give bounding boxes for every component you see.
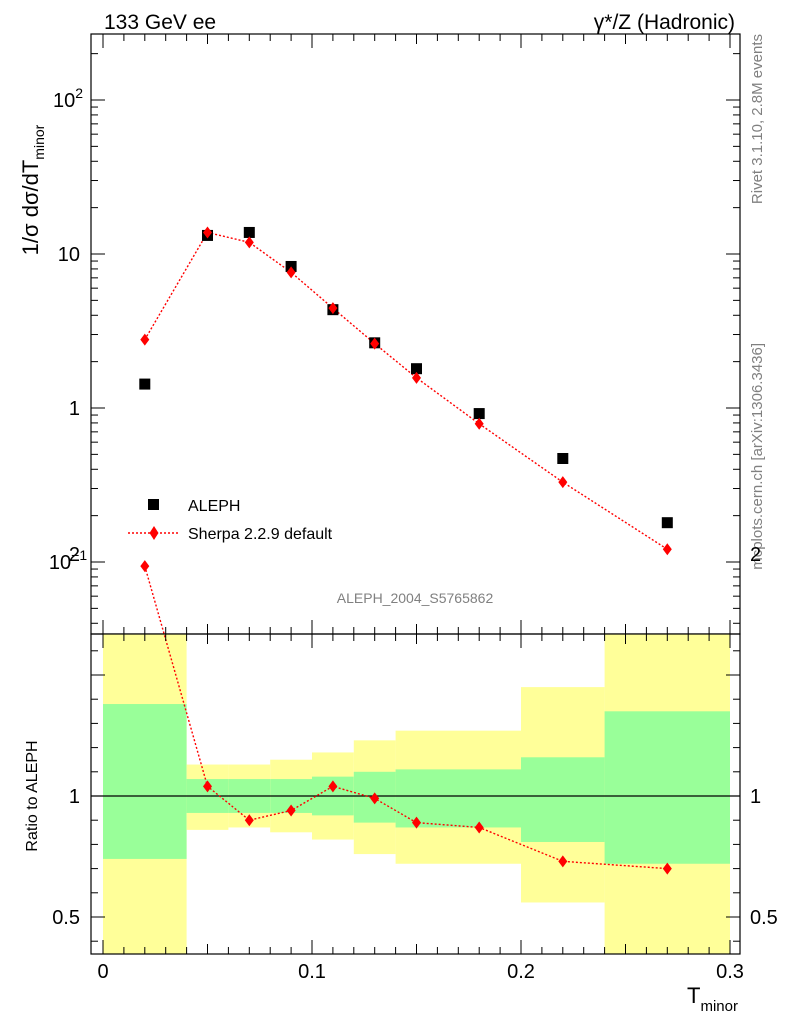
- sherpa-point-1: [203, 226, 212, 239]
- main-y-tick-label-3: 102: [53, 85, 83, 112]
- main-y-axis-title: 1/σ dσ/dTminor: [18, 124, 47, 255]
- ratio-panel-ticks: [91, 634, 740, 954]
- ratio-sherpa-point-2: [244, 814, 254, 827]
- x-tick-label-0: 0: [97, 961, 108, 983]
- mcplots-label: mcplots.cern.ch [arXiv:1306.3436]: [749, 343, 766, 570]
- band-inner-6: [395, 769, 521, 828]
- sherpa-point-9: [662, 543, 672, 556]
- ratio-sherpa-point-1: [203, 780, 212, 793]
- main-y-tick-label-2: 10: [58, 244, 80, 266]
- ratio-y-tick-label-left-1: 1: [69, 786, 80, 808]
- legend-marker-aleph: [148, 499, 159, 510]
- sherpa-point-3: [286, 266, 296, 279]
- band-inner-7: [521, 757, 605, 842]
- sherpa-point-6: [412, 371, 421, 384]
- main-panel-frame: [90, 33, 741, 635]
- ratio-y-tick-label-right-1: 1: [750, 786, 761, 808]
- legend-label-aleph: ALEPH: [188, 498, 240, 515]
- legend: ALEPH Sherpa 2.2.9 default: [128, 498, 333, 543]
- sherpa-point-7: [474, 417, 484, 430]
- rivet-label: Rivet 3.1.10, 2.8M events: [749, 34, 766, 204]
- main-panel-series: [139, 226, 673, 556]
- sherpa-point-8: [558, 476, 568, 489]
- legend-marker-sherpa: [149, 526, 159, 540]
- ratio-y-tick-label-left-0: 0.5: [52, 907, 80, 929]
- x-tick-label-1: 0.1: [298, 961, 326, 983]
- sherpa-point-0: [140, 333, 150, 346]
- aleph-point-9: [661, 517, 673, 529]
- ratio-y-tick-label-right-0: 0.5: [750, 907, 778, 929]
- ratio-sherpa-point-7: [474, 821, 484, 834]
- ratio-sherpa-point-8: [558, 855, 568, 868]
- main-y-axis-title-text: 1/σ dσ/dTminor: [18, 124, 47, 255]
- aleph-point-7: [473, 408, 485, 420]
- sherpa-line: [144, 231, 668, 550]
- x-axis-title: Tminor: [687, 983, 738, 1015]
- band-inner-0: [103, 704, 187, 859]
- ratio-panel-series: [140, 560, 672, 875]
- legend-label-sherpa: Sherpa 2.2.9 default: [188, 526, 333, 543]
- ratio-sherpa-line: [144, 565, 668, 870]
- aleph-point-0: [139, 378, 151, 390]
- main-y-tick-label-1: 1: [69, 398, 80, 420]
- sherpa-point-5: [370, 337, 380, 350]
- x-tick-label-3: 0.3: [716, 961, 744, 983]
- ratio-y-tick-label-right-2: 2: [750, 544, 761, 566]
- aleph-point-8: [557, 452, 569, 464]
- ratio-y-tick-label-left-2: 2: [69, 544, 80, 566]
- main-panel-ticks: [91, 34, 740, 634]
- sherpa-point-2: [244, 236, 254, 249]
- aleph-point-6: [411, 363, 422, 375]
- ratio-sherpa-point-0: [140, 560, 150, 573]
- ratio-panel-bands: [103, 634, 730, 954]
- header-left: 133 GeV ee: [104, 11, 216, 34]
- analysis-watermark: ALEPH_2004_S5765862: [337, 590, 494, 606]
- ratio-sherpa-point-3: [286, 804, 296, 817]
- ratio-y-axis-title: Ratio to ALEPH: [24, 740, 41, 851]
- ratio-tick-labels: 0.5 0.5 1 1 2 2 0 0.1 0.2 0.3: [52, 544, 778, 983]
- band-inner-8: [604, 711, 730, 864]
- ratio-panel-frame: [90, 633, 741, 955]
- sherpa-point-4: [328, 302, 338, 315]
- ratio-sherpa-point-5: [370, 792, 380, 805]
- header-right: γ*/Z (Hadronic): [594, 11, 735, 34]
- x-tick-label-2: 0.2: [507, 961, 535, 983]
- ratio-sherpa-point-4: [328, 780, 338, 793]
- ratio-sherpa-point-9: [662, 862, 672, 875]
- ratio-sherpa-point-6: [412, 816, 421, 829]
- aleph-point-2: [243, 226, 255, 238]
